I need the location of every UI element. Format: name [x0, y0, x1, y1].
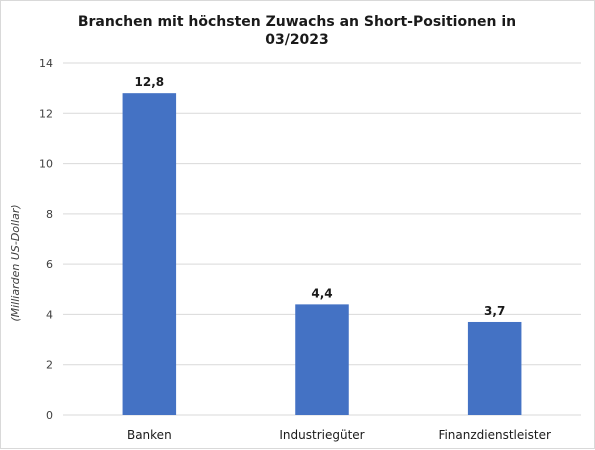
bar — [122, 93, 177, 416]
data-label: 3,7 — [484, 304, 505, 318]
chart-title-line-1: Branchen mit höchsten Zuwachs an Short-P… — [78, 14, 516, 30]
data-label: 12,8 — [135, 75, 165, 89]
y-tick-label: 14 — [39, 57, 53, 70]
x-category-label: Banken — [127, 428, 172, 442]
bar — [467, 321, 522, 415]
x-category-labels: Banken Industriegüter Finanzdienstleister — [127, 428, 551, 442]
bar — [295, 304, 349, 415]
y-tick-label: 6 — [46, 258, 53, 271]
y-tick-labels: 0 2 4 6 8 10 12 14 — [39, 57, 53, 422]
data-label: 4,4 — [311, 286, 332, 300]
x-category-label: Industriegüter — [279, 428, 364, 442]
data-labels: 12,8 4,4 3,7 — [135, 75, 506, 318]
y-tick-label: 10 — [39, 158, 53, 171]
y-tick-label: 2 — [46, 359, 53, 372]
chart-title-line-2: 03/2023 — [265, 32, 329, 48]
y-tick-label: 4 — [46, 308, 53, 321]
y-tick-label: 8 — [46, 208, 53, 221]
y-tick-label: 0 — [46, 409, 53, 422]
y-axis-label: (Milliarden US-Dollar) — [9, 204, 22, 321]
bars — [122, 93, 522, 416]
y-tick-label: 12 — [39, 107, 53, 120]
x-category-label: Finanzdienstleister — [438, 428, 551, 442]
